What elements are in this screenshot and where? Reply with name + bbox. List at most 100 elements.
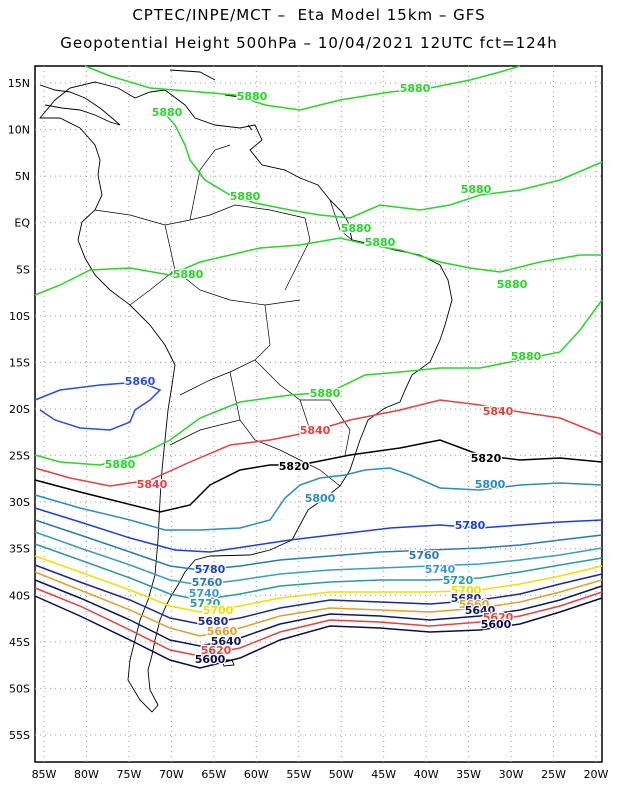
contour-label-5740: 5740 [425,563,456,576]
contour-5880-mid [159,107,603,219]
contour-label-5600: 5600 [195,653,226,666]
contour-5740 [34,531,603,586]
contour-label-5700: 5700 [451,584,482,597]
contour-label-5600: 5600 [481,618,512,631]
central-america [39,84,121,126]
contour-5780 [34,507,603,553]
contour-label-5820: 5820 [279,460,310,473]
longitude-tick-label: 40W [414,768,439,781]
south-america-coast [39,81,453,713]
contour-label-5820: 5820 [471,452,502,465]
latitude-tick-label: 50S [9,682,30,695]
contour-label-5880: 5880 [237,90,268,103]
falkland-islands [221,659,235,667]
contour-5620 [34,587,603,657]
latitude-tick-label: 25S [9,450,30,463]
contour-label-5620: 5620 [201,644,232,657]
contour-label-5880: 5880 [400,82,431,95]
contour-5660 [34,571,603,637]
contour-5880-south [34,237,602,296]
contour-5880-subtropic [34,299,603,466]
contour-label-5800: 5800 [305,492,336,505]
longitude-tick-label: 55W [286,768,311,781]
contour-5820 [34,439,603,513]
contour-label-5680: 5680 [451,592,482,605]
longitude-tick-label: 80W [74,768,99,781]
latitude-tick-label: 15S [9,356,30,369]
longitude-tick-labels: 85W 80W 75W 70W 65W 60W 55W 50W 45W 40W 35W 30W 25W 2… [32,768,609,781]
contour-label-5840: 5840 [137,478,168,491]
map-frame [34,65,603,763]
borders [94,144,353,487]
latitude-tick-label: 20S [9,403,30,416]
longitude-tick-label: 60W [244,768,269,781]
longitude-tick-label: 30W [499,768,524,781]
contour-label-5720: 5720 [190,597,221,610]
contour-label-5880: 5880 [497,278,528,291]
contour-5840 [34,399,603,487]
latitude-tick-label: 55S [9,729,30,742]
contour-5720 [34,543,603,601]
contour-label-5840: 5840 [300,424,331,437]
longitude-tick-label: 65W [201,768,226,781]
contour-label-5640: 5640 [465,604,496,617]
contour-label-5660: 5660 [459,598,490,611]
latitude-tick-label: 35S [9,543,30,556]
contour-label-5880: 5880 [173,268,204,281]
contour-labels: 5880588058805880588058805880588058805880… [103,81,542,668]
contour-label-5880: 5880 [152,106,183,119]
contour-label-5660: 5660 [207,625,238,638]
contour-label-5740: 5740 [189,587,220,600]
contour-label-5700: 5700 [203,604,234,617]
contour-label-5800: 5800 [475,478,506,491]
contour-label-5620: 5620 [483,611,514,624]
latitude-tick-label: 5N [15,170,30,183]
latitude-tick-label: 30S [9,496,30,509]
longitude-tick-label: 45W [371,768,396,781]
contour-label-5780: 5780 [455,519,486,532]
latitude-tick-label: 10N [8,124,30,137]
coastlines [39,69,453,713]
caribbean-islands [169,69,253,131]
contour-label-5720: 5720 [443,574,474,587]
contour-label-5840: 5840 [483,405,514,418]
longitude-tick-label: 75W [116,768,141,781]
contour-5640 [34,579,603,647]
latitude-tick-label: 10S [9,310,30,323]
longitude-tick-label: 85W [32,768,57,781]
contour-label-5760: 5760 [409,549,440,562]
longitude-tick-label: 70W [159,768,184,781]
contour-5600 [34,595,603,669]
contour-5860-closed [34,381,162,431]
graticule [35,66,602,762]
latitude-tick-label: 5S [16,263,30,276]
latitude-tick-label: 40S [9,589,30,602]
contour-label-5780: 5780 [195,563,226,576]
contour-5680 [34,564,603,625]
title-line-2: Geopotential Height 500hPa – 10/04/2021 … [60,34,558,52]
contour-label-5860: 5860 [125,375,156,388]
latitude-tick-label: 45S [9,636,30,649]
contour-label-5880: 5880 [365,236,396,249]
longitude-tick-label: 20W [584,768,609,781]
contour-5800 [34,467,603,531]
contour-label-5880: 5880 [461,183,492,196]
contour-label-5880: 5880 [341,222,372,235]
title-line-1: CPTEC/INPE/MCT – Eta Model 15km – GFS [132,6,486,24]
contour-5880-north [84,65,521,111]
contour-5760 [34,519,603,571]
contour-label-5640: 5640 [211,635,242,648]
contour-label-5880: 5880 [230,190,261,203]
contour-5700 [34,555,603,613]
contour-label-5880: 5880 [511,350,542,363]
longitude-tick-label: 35W [456,768,481,781]
contour-label-5880: 5880 [105,458,136,471]
longitude-tick-label: 50W [329,768,354,781]
contour-lines [34,65,603,669]
contour-label-5680: 5680 [198,615,229,628]
longitude-tick-label: 25W [541,768,566,781]
contour-label-5880: 5880 [310,387,341,400]
latitude-tick-label: EQ [14,217,30,230]
latitude-tick-labels: 15N 10N 5N EQ 5S 10S 15S 20S 25S 30S 35S 40S 45S 50S 5… [8,77,31,742]
